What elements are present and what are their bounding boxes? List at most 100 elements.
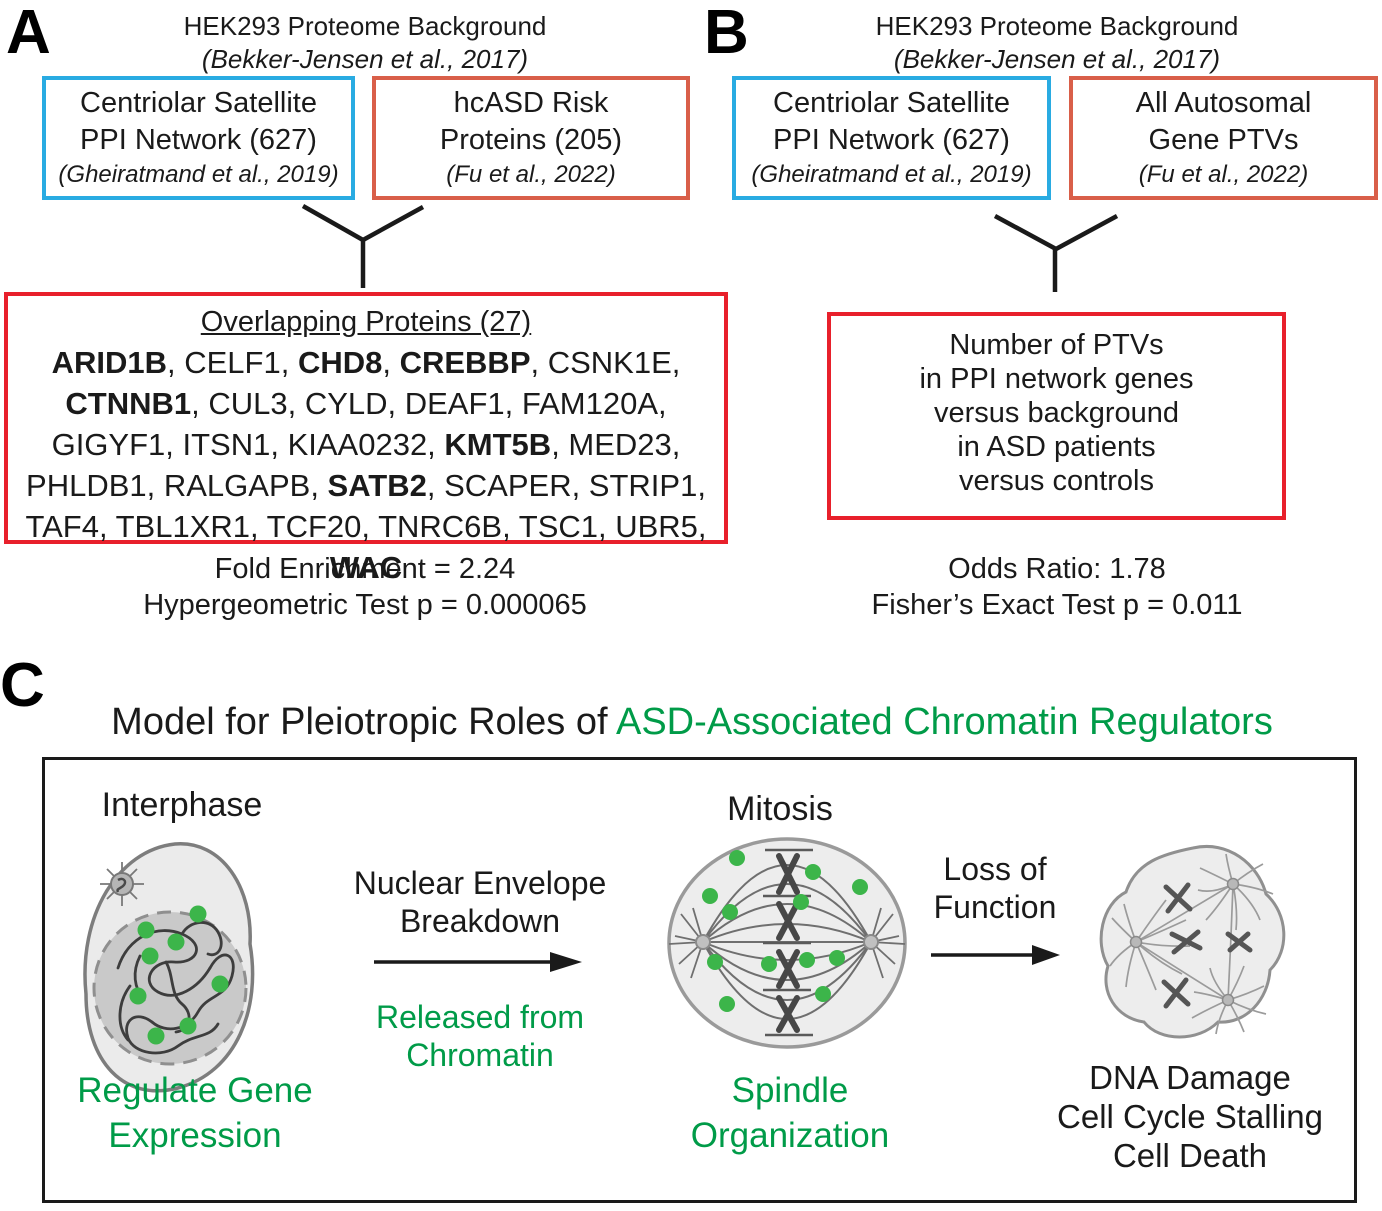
panel-b-ptv-source-box: All Autosomal Gene PTVs (Fu et al., 2022… <box>1069 76 1378 200</box>
nuclear-envelope-breakdown-text: Nuclear Envelope Breakdown <box>340 864 620 940</box>
gene-bold: CTNNB1 <box>65 386 192 421</box>
spindle-pole <box>863 934 879 950</box>
text-line: Loss of <box>943 851 1047 887</box>
gene-regular: , CUL3, CYLD, DEAF1, FAM120A, <box>191 386 667 421</box>
spindle-pole <box>1221 993 1235 1007</box>
panel-b-ppi-network-box: Centriolar Satellite PPI Network (627) (… <box>732 76 1051 200</box>
chromatin-protein-dots <box>129 905 229 1045</box>
panel-c-title-green: ASD-Associated Chromatin Regulators <box>615 701 1273 743</box>
box-ref: (Fu et al., 2022) <box>446 161 616 188</box>
overlap-title: Overlapping Proteins (27) <box>200 306 532 338</box>
background-title: HEK293 Proteome Background <box>875 11 1239 41</box>
outcome-text: DNA Damage Cell Cycle Stalling Cell Death <box>1030 1058 1350 1175</box>
text-line: Expression <box>108 1116 282 1155</box>
gene-regular: , CSNK1E, <box>530 345 681 380</box>
text-line: versus background <box>933 397 1180 429</box>
panel-a-hcasd-box: hcASD Risk Proteins (205) (Fu et al., 20… <box>372 76 690 200</box>
text-line: Regulate Gene <box>77 1071 313 1110</box>
gene-list-line: GIGYF1, ITSN1, KIAA0232, KMT5B, MED23, <box>8 424 724 465</box>
interphase-label: Interphase <box>101 786 263 824</box>
text-line: Cell Cycle Stalling <box>1057 1098 1323 1135</box>
panel-a-stat-hypergeometric: Hypergeometric Test p = 0.000065 <box>143 589 587 621</box>
box-line: Gene PTVs <box>1148 124 1299 156</box>
gene-bold: KMT5B <box>444 427 552 462</box>
box-line: PPI Network (627) <box>80 124 317 156</box>
ptv-count-text: Number of PTVs in PPI network genes versus… <box>831 328 1282 498</box>
gene-bold: CREBBP <box>399 345 531 380</box>
box-line: Proteins (205) <box>439 124 623 156</box>
centrosome-icon <box>100 862 144 906</box>
overlap-gene-list: ARID1B, CELF1, CHD8, CREBBP, CSNK1E, CTNN… <box>8 342 724 588</box>
box-line: hcASD Risk <box>453 87 609 119</box>
box-line: Centriolar Satellite <box>773 87 1010 119</box>
gene-regular: , <box>382 345 400 380</box>
text-line: Chromatin <box>406 1037 554 1073</box>
panel-b-label: B <box>704 0 749 67</box>
panel-c-title-black: Model for Pleiotropic Roles of <box>111 701 616 743</box>
text-line: Number of PTVs <box>949 329 1164 361</box>
panel-c-title: Model for Pleiotropic Roles of ASD-Assoc… <box>42 700 1342 744</box>
background-ref: (Bekker-Jensen et al., 2017) <box>893 44 1221 74</box>
gene-bold: WAC <box>329 550 403 585</box>
text-line: DNA Damage <box>1089 1059 1291 1096</box>
panel-b-stat-odds-ratio: Odds Ratio: 1.78 <box>948 553 1166 585</box>
gene-regular: TAF4, TBL1XR1, TCF20, TNRC6B, TSC1, UBR5… <box>25 509 707 544</box>
gene-regular: , SCAPER, STRIP1, <box>426 468 706 503</box>
text-line: Spindle <box>731 1071 849 1110</box>
interphase-caption: Regulate Gene Expression <box>50 1068 340 1158</box>
box-line: PPI Network (627) <box>773 124 1010 156</box>
gene-bold: ARID1B <box>51 345 168 380</box>
gene-bold: CHD8 <box>297 345 383 380</box>
gene-list-line: PHLDB1, RALGAPB, SATB2, SCAPER, STRIP1, <box>8 465 724 506</box>
gene-list-line: CTNNB1, CUL3, CYLD, DEAF1, FAM120A, <box>8 383 724 424</box>
gene-list-line: TAF4, TBL1XR1, TCF20, TNRC6B, TSC1, UBR5… <box>8 506 724 588</box>
damaged-cell-illustration <box>1099 845 1286 1039</box>
box-line: Centriolar Satellite <box>80 87 317 119</box>
arrowhead <box>1032 945 1060 965</box>
gene-regular: GIGYF1, ITSN1, KIAA0232, <box>51 427 445 462</box>
panel-b-background-header: HEK293 Proteome Background (Bekker-Jense… <box>732 10 1382 76</box>
spindle-pole <box>1226 877 1240 891</box>
arrowhead <box>550 952 582 972</box>
nuclear-envelope <box>92 910 248 1066</box>
interphase-cell-illustration <box>83 842 255 1093</box>
gene-regular: , MED23, <box>551 427 681 462</box>
gene-bold: SATB2 <box>327 468 427 503</box>
box-ref: (Gheiratmand et al., 2019) <box>751 161 1032 188</box>
box-line: All Autosomal <box>1135 87 1312 119</box>
panel-a-overlap-box: Overlapping Proteins (27) ARID1B, CELF1,… <box>4 292 728 585</box>
panel-b-ptv-count-box: Number of PTVs in PPI network genes versus… <box>827 312 1286 520</box>
box-ref: (Gheiratmand et al., 2019) <box>58 161 339 188</box>
text-line: Organization <box>690 1116 890 1155</box>
transition-arrow-1 <box>374 952 582 972</box>
text-line: in PPI network genes <box>919 363 1194 395</box>
gene-list-line: ARID1B, CELF1, CHD8, CREBBP, CSNK1E, <box>8 342 724 383</box>
transition-arrow-2 <box>931 945 1060 965</box>
text-line: Cell Death <box>1112 1137 1268 1174</box>
text-line: Function <box>933 889 1057 925</box>
spindle-pole <box>1129 935 1143 949</box>
panel-a-background-header: HEK293 Proteome Background (Bekker-Jense… <box>40 10 690 76</box>
text-line: Nuclear Envelope <box>353 865 607 901</box>
mitosis-spindle-illustration <box>667 837 907 1049</box>
text-line: Released from <box>375 999 585 1035</box>
spindle-pole <box>695 934 711 950</box>
loss-of-function-text: Loss of Function <box>910 850 1080 926</box>
background-ref: (Bekker-Jensen et al., 2017) <box>201 44 529 74</box>
text-line: versus controls <box>958 465 1154 497</box>
released-from-chromatin-text: Released from Chromatin <box>340 998 620 1074</box>
chromosomes <box>776 853 800 1033</box>
panel-a-label: A <box>6 0 51 67</box>
scattered-chromosomes <box>1161 882 1253 1009</box>
panel-b-stat-fisher: Fisher’s Exact Test p = 0.011 <box>871 589 1243 621</box>
gene-regular: PHLDB1, RALGAPB, <box>26 468 328 503</box>
text-line: Breakdown <box>399 903 561 939</box>
panel-a-ppi-network-box: Centriolar Satellite PPI Network (627) (… <box>42 76 355 200</box>
background-title: HEK293 Proteome Background <box>183 11 547 41</box>
mitosis-caption: Spindle Organization <box>645 1068 935 1158</box>
panel-a-stat-fold-enrichment: Fold Enrichment = 2.24 <box>214 553 516 585</box>
text-line: in ASD patients <box>957 431 1156 463</box>
panel-b-merge-connector <box>993 214 1119 292</box>
panel-c-label: C <box>0 651 45 720</box>
